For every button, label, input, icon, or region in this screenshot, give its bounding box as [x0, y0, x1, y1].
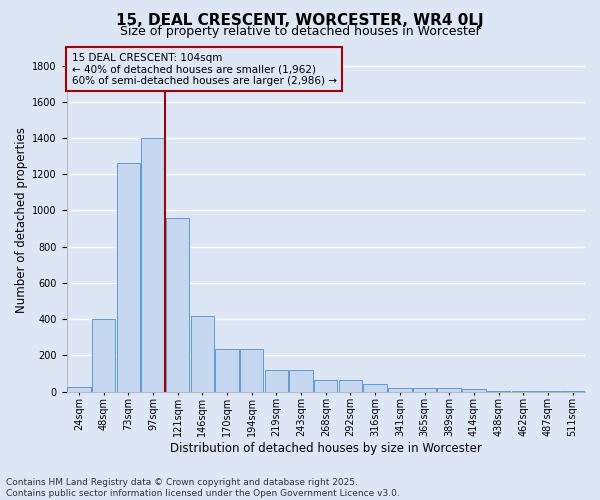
- Bar: [561, 390, 584, 392]
- Bar: [166, 218, 190, 392]
- Bar: [265, 370, 288, 392]
- Bar: [215, 349, 239, 392]
- Bar: [240, 349, 263, 392]
- Bar: [437, 388, 461, 392]
- Bar: [141, 138, 164, 392]
- Bar: [462, 389, 485, 392]
- Text: Contains HM Land Registry data © Crown copyright and database right 2025.
Contai: Contains HM Land Registry data © Crown c…: [6, 478, 400, 498]
- Bar: [413, 388, 436, 392]
- Bar: [191, 316, 214, 392]
- Bar: [116, 164, 140, 392]
- Bar: [536, 390, 560, 392]
- Bar: [388, 388, 412, 392]
- Bar: [339, 380, 362, 392]
- Bar: [314, 380, 337, 392]
- Text: 15 DEAL CRESCENT: 104sqm
← 40% of detached houses are smaller (1,962)
60% of sem: 15 DEAL CRESCENT: 104sqm ← 40% of detach…: [71, 52, 337, 86]
- Bar: [67, 387, 91, 392]
- Y-axis label: Number of detached properties: Number of detached properties: [15, 126, 28, 312]
- Text: 15, DEAL CRESCENT, WORCESTER, WR4 0LJ: 15, DEAL CRESCENT, WORCESTER, WR4 0LJ: [116, 12, 484, 28]
- Bar: [364, 384, 387, 392]
- Bar: [512, 390, 535, 392]
- Bar: [92, 319, 115, 392]
- Bar: [289, 370, 313, 392]
- Text: Size of property relative to detached houses in Worcester: Size of property relative to detached ho…: [119, 25, 481, 38]
- Bar: [487, 390, 511, 392]
- X-axis label: Distribution of detached houses by size in Worcester: Distribution of detached houses by size …: [170, 442, 482, 455]
